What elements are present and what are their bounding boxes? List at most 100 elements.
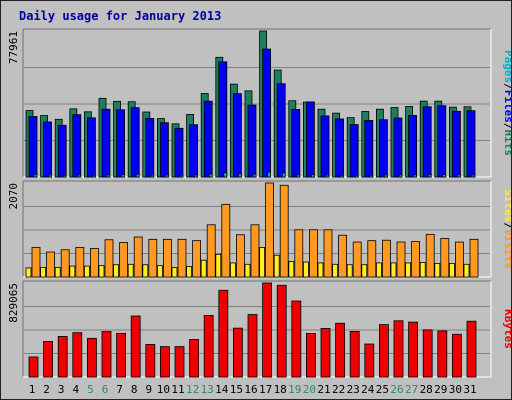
bar-kbytes-day-28 — [422, 329, 433, 378]
bar-sites-day-17 — [259, 247, 266, 278]
bar-sites-day-26 — [390, 262, 397, 278]
bar-sites-day-21 — [317, 262, 324, 278]
bar-sites-day-14 — [215, 253, 222, 278]
bar-kbytes-day-2 — [43, 340, 53, 378]
x-tick-label-1: 1 — [29, 383, 36, 396]
legend-item-files: Files — [502, 90, 511, 123]
bar-kbytes-day-16 — [247, 314, 258, 378]
bar-kbytes-day-18 — [276, 284, 287, 378]
bar-kbytes-day-31 — [466, 320, 477, 378]
bar-visits-day-9 — [148, 238, 158, 278]
legend-1: Pages/Files/Hits — [502, 50, 511, 156]
x-tick-label-21: 21 — [317, 383, 330, 396]
bar-visits-day-20 — [308, 229, 318, 278]
bar-sites-day-13 — [200, 259, 207, 278]
bar-visits-day-7 — [119, 242, 128, 278]
bar-visits-day-8 — [133, 236, 143, 278]
bar-visits-day-27 — [411, 241, 421, 278]
bar-pages-day-15 — [237, 173, 242, 178]
bar-sites-day-31 — [463, 263, 470, 278]
bar-files-day-3 — [57, 124, 67, 178]
bar-sites-day-6 — [98, 265, 105, 278]
bar-files-day-20 — [305, 101, 315, 178]
bar-visits-day-14 — [221, 203, 231, 278]
bar-kbytes-day-7 — [116, 332, 126, 378]
bar-kbytes-day-23 — [349, 331, 360, 378]
x-tick-label-29: 29 — [434, 383, 447, 396]
legend-item-hits: Hits — [502, 130, 511, 157]
legend-item-sites: Sites — [502, 189, 511, 222]
bar-files-day-29 — [437, 105, 447, 178]
x-tick-label-16: 16 — [244, 383, 257, 396]
x-tick-label-26: 26 — [390, 383, 403, 396]
bar-pages-day-4 — [77, 174, 82, 178]
x-tick-label-20: 20 — [303, 383, 316, 396]
bar-visits-day-16 — [250, 224, 260, 278]
bar-visits-day-22 — [338, 234, 348, 278]
legend-2: Sites/Visits — [502, 189, 511, 269]
bar-kbytes-day-13 — [203, 315, 214, 378]
bar-pages-day-29 — [442, 174, 447, 178]
bar-pages-day-18 — [281, 172, 286, 178]
x-tick-label-17: 17 — [259, 383, 272, 396]
x-tick-label-9: 9 — [145, 383, 152, 396]
bar-pages-day-22 — [340, 174, 345, 178]
bar-files-day-17 — [262, 48, 272, 178]
bar-files-day-2 — [43, 121, 52, 178]
bar-kbytes-day-10 — [159, 346, 170, 378]
bar-pages-day-7 — [121, 174, 125, 178]
bar-visits-day-10 — [162, 238, 172, 278]
bar-files-day-21 — [320, 115, 330, 178]
bar-pages-day-3 — [62, 174, 67, 178]
bar-sites-day-30 — [448, 262, 455, 278]
bar-pages-day-30 — [456, 174, 461, 178]
max-value-label-1: 77961 — [7, 31, 20, 64]
bar-pages-day-23 — [354, 174, 359, 178]
bar-files-day-8 — [130, 107, 140, 178]
bar-visits-day-1 — [31, 247, 41, 278]
bar-visits-day-4 — [75, 247, 85, 278]
bar-sites-day-16 — [244, 263, 251, 278]
x-tick-label-8: 8 — [131, 383, 138, 396]
bar-kbytes-day-3 — [57, 336, 68, 378]
bar-sites-day-5 — [84, 265, 90, 278]
bar-files-day-6 — [101, 108, 111, 178]
bar-pages-day-1 — [33, 173, 38, 178]
bar-visits-day-23 — [352, 241, 362, 278]
bar-files-day-25 — [378, 119, 388, 178]
x-tick-label-30: 30 — [449, 383, 462, 396]
x-tick-label-15: 15 — [230, 383, 243, 396]
x-tick-label-27: 27 — [405, 383, 418, 396]
x-tick-label-6: 6 — [102, 383, 109, 396]
x-tick-label-5: 5 — [87, 383, 94, 396]
bar-sites-day-23 — [346, 264, 353, 278]
bar-kbytes-day-12 — [189, 339, 200, 378]
bar-files-day-30 — [451, 110, 461, 178]
bar-visits-day-12 — [192, 240, 202, 278]
bar-sites-day-18 — [273, 254, 280, 278]
bar-pages-day-8 — [135, 173, 140, 178]
bar-visits-day-18 — [279, 184, 289, 278]
bar-files-day-23 — [349, 124, 359, 178]
bar-files-day-1 — [28, 116, 38, 178]
bar-pages-day-9 — [150, 174, 155, 178]
bar-kbytes-day-30 — [451, 333, 462, 378]
bar-sites-day-7 — [113, 264, 119, 278]
bar-sites-day-11 — [171, 267, 178, 278]
x-tick-label-23: 23 — [347, 383, 360, 396]
bar-kbytes-day-29 — [437, 330, 448, 378]
bar-kbytes-day-25 — [378, 324, 389, 378]
bar-pages-day-21 — [325, 174, 330, 178]
bar-files-day-11 — [174, 127, 184, 178]
bar-files-day-10 — [159, 122, 169, 178]
bar-sites-day-9 — [142, 264, 149, 278]
bar-files-day-5 — [87, 117, 96, 178]
max-value-label-2: 2070 — [7, 183, 20, 210]
bar-files-day-13 — [203, 100, 213, 178]
bar-kbytes-day-1 — [28, 356, 39, 378]
bar-pages-day-10 — [164, 174, 169, 178]
bar-files-day-26 — [393, 117, 403, 178]
bar-kbytes-day-17 — [262, 282, 273, 378]
bar-sites-day-15 — [229, 262, 236, 278]
bar-kbytes-day-15 — [232, 327, 243, 378]
